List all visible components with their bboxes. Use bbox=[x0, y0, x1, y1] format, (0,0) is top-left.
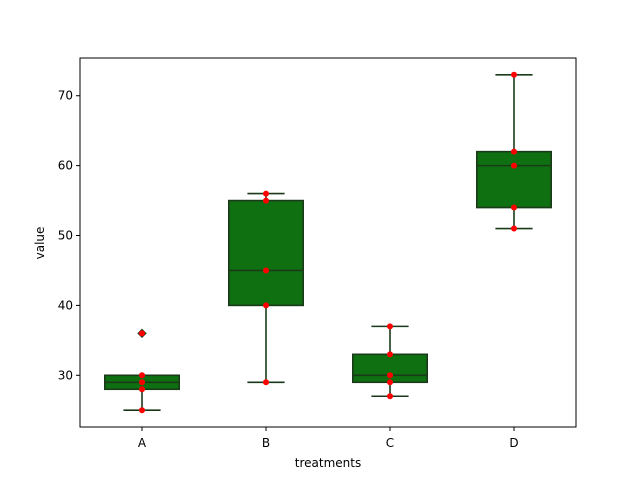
x-tick-label-b: B bbox=[262, 436, 270, 450]
x-tick-label-d: D bbox=[509, 436, 518, 450]
data-point-d-0 bbox=[511, 225, 517, 232]
x-tick-label-c: C bbox=[386, 436, 394, 450]
data-point-d-2 bbox=[511, 162, 517, 169]
data-point-c-3 bbox=[387, 351, 393, 358]
box-d bbox=[475, 150, 552, 209]
y-tick-label-60: 60 bbox=[58, 159, 73, 173]
box-b bbox=[228, 199, 305, 307]
data-point-a-2 bbox=[139, 379, 145, 386]
x-tick-label-a: A bbox=[138, 436, 147, 450]
plot-frame bbox=[79, 57, 577, 428]
y-tick-label-40: 40 bbox=[58, 298, 73, 312]
data-point-c-1 bbox=[387, 379, 393, 386]
data-point-b-4 bbox=[263, 190, 269, 197]
data-point-b-3 bbox=[263, 197, 269, 204]
data-point-a-4 bbox=[139, 330, 145, 337]
y-tick-label-50: 50 bbox=[58, 229, 73, 243]
data-point-d-4 bbox=[511, 71, 517, 78]
x-axis-label: treatments bbox=[295, 456, 361, 470]
axes: 30 40 50 60 70 A B C D bbox=[58, 57, 577, 450]
y-tick-label-30: 30 bbox=[58, 368, 73, 382]
data-point-a-3 bbox=[139, 372, 145, 379]
data-point-d-3 bbox=[511, 148, 517, 155]
data-point-c-0 bbox=[387, 393, 393, 400]
data-point-a-1 bbox=[139, 386, 145, 393]
plot-area bbox=[104, 71, 552, 414]
data-point-b-1 bbox=[263, 302, 269, 309]
data-point-c-2 bbox=[387, 372, 393, 379]
data-point-d-1 bbox=[511, 204, 517, 211]
data-point-c-4 bbox=[387, 323, 393, 330]
y-axis-label: value bbox=[33, 227, 47, 260]
y-tick-label-70: 70 bbox=[58, 89, 73, 103]
data-point-a-0 bbox=[139, 407, 145, 414]
data-point-b-2 bbox=[263, 267, 269, 274]
data-point-b-0 bbox=[263, 379, 269, 386]
